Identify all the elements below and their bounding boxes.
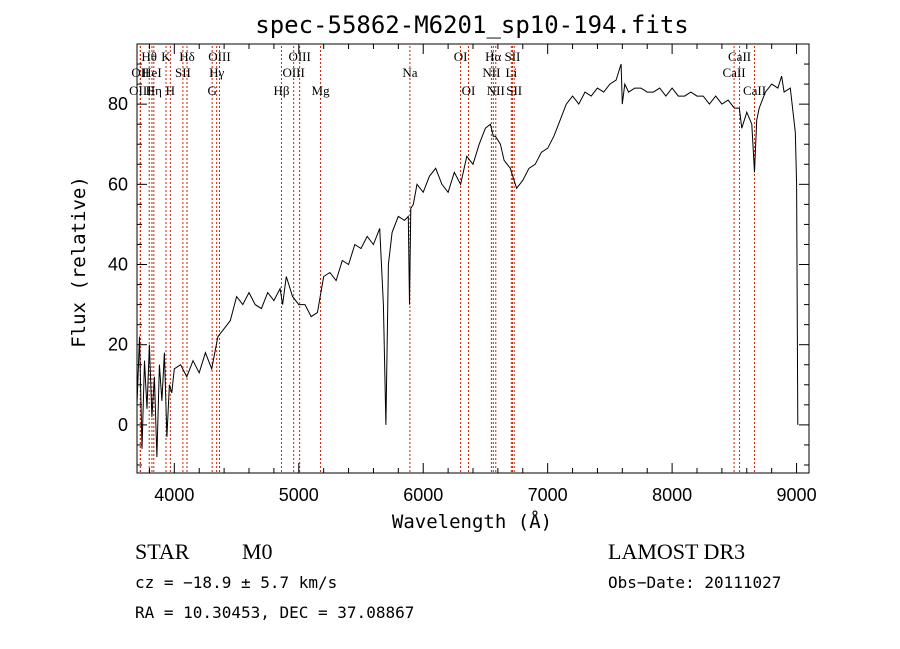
spectral-line-label: OI: [462, 83, 476, 98]
chart-title: spec-55862-M6201_sp10-194.fits: [255, 11, 688, 39]
spectral-line-label: Hη: [146, 83, 162, 98]
spectral-line-label: OIII: [129, 83, 151, 98]
spectral-line-label: Hδ: [179, 49, 195, 64]
x-tick-label: 8000: [652, 485, 692, 505]
spectral-line-label: OI: [454, 49, 468, 64]
spectral-line-label: OIII: [208, 49, 230, 64]
spectral-line-label: Hα: [485, 49, 501, 64]
spectral-line-label: G: [207, 83, 216, 98]
spectral-line-label: CaII: [743, 83, 766, 98]
y-tick-label: 0: [118, 415, 128, 435]
spectral-line-label: SII: [505, 49, 521, 64]
coordinates-label: RA = 10.30453, DEC = 37.08867: [135, 603, 414, 622]
spectral-line-label: SII: [506, 83, 522, 98]
x-tick-label: 4000: [154, 485, 194, 505]
object-class-label: STAR: [135, 539, 190, 564]
y-tick-label: 60: [108, 174, 128, 194]
spectral-line-label: CaII: [728, 49, 751, 64]
spectral-line-label: Li: [506, 65, 518, 80]
survey-label: LAMOST DR3: [608, 539, 745, 564]
y-tick-label: 80: [108, 94, 128, 114]
spectral-line-label: Hβ: [273, 83, 289, 98]
spectral-line-label: CaII: [723, 65, 746, 80]
y-axis-label: Flux (relative): [68, 176, 90, 348]
y-tick-label: 40: [108, 255, 128, 275]
spectral-line-label: Hγ: [209, 65, 224, 80]
spectral-line-label: Na: [402, 65, 417, 80]
spectral-line-label: Hθ: [141, 49, 157, 64]
spectral-line-label: OIII: [282, 65, 304, 80]
x-axis-label: Wavelength (Å): [392, 510, 552, 533]
x-tick-label: 6000: [403, 485, 443, 505]
spectral-line-label: SII: [175, 65, 191, 80]
spectral-line-markers: [139, 46, 755, 473]
spectral-line-label: Mg: [312, 83, 331, 98]
spectral-line-label: K: [161, 49, 171, 64]
x-tick-label: 7000: [528, 485, 568, 505]
redshift-label: cz = −18.9 ± 5.7 km/s: [135, 573, 337, 592]
spectral-line-label: H: [166, 83, 175, 98]
y-tick-label: 20: [108, 335, 128, 355]
obs-date-label: Obs−Date: 20111027: [608, 573, 781, 592]
spectral-line-label: HeI: [142, 65, 162, 80]
x-axis-ticks: 4000 5000 6000 7000 8000 9000: [148, 44, 817, 505]
x-tick-label: 9000: [777, 485, 817, 505]
subclass-label: M0: [242, 539, 273, 564]
spectral-line-label: NII: [487, 83, 505, 98]
plot-frame: [136, 43, 810, 474]
spectral-line-label: NII: [482, 65, 500, 80]
spectrum-series-line: [136, 63, 799, 458]
y-axis-ticks: 0 20 40 60 80: [108, 63, 809, 466]
x-tick-label: 5000: [279, 485, 319, 505]
spectral-line-label: OII: [131, 65, 149, 80]
spectral-line-label: OIII: [288, 49, 310, 64]
